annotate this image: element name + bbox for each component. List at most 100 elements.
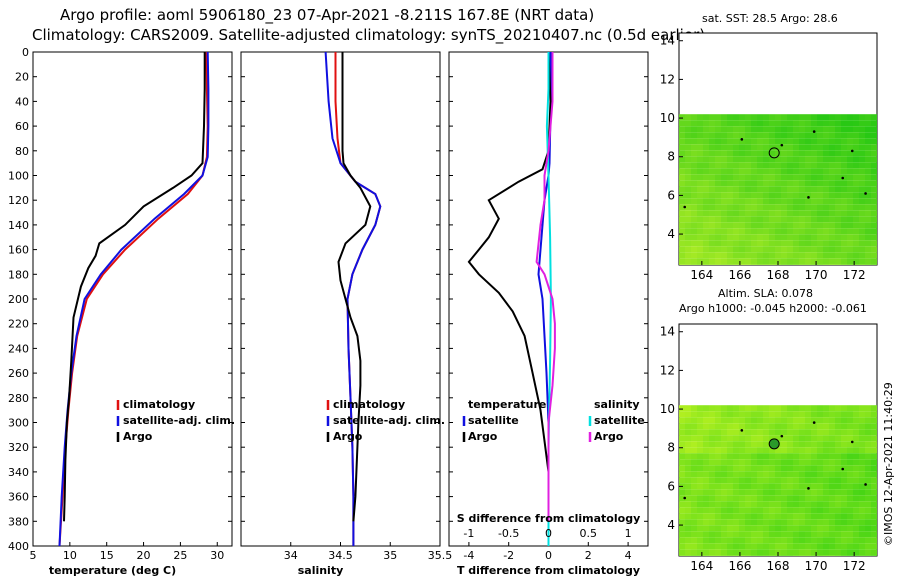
heatmap-cell	[847, 507, 853, 514]
heatmap-cell	[709, 411, 715, 418]
heatmap-cell	[745, 228, 751, 235]
heatmap-cell	[871, 198, 877, 205]
x-top-tick-label: -0.5	[498, 527, 519, 540]
heatmap-cell	[823, 204, 829, 211]
y-tick-label: 260	[8, 367, 29, 380]
heatmap-cell	[757, 186, 763, 193]
heatmap-cell	[733, 411, 739, 418]
heatmap-cell	[871, 435, 877, 442]
heatmap-cell	[727, 174, 733, 181]
map-y-tick-label: 10	[660, 111, 675, 125]
heatmap-cell	[799, 258, 805, 265]
heatmap-cell	[793, 549, 799, 556]
heatmap-cell	[793, 495, 799, 502]
heatmap-cell	[757, 453, 763, 460]
heatmap-cell	[763, 417, 769, 424]
heatmap-cell	[799, 150, 805, 157]
heatmap-cell	[823, 192, 829, 199]
heatmap-cell	[799, 198, 805, 205]
heatmap-cell	[727, 513, 733, 520]
heatmap-cell	[763, 483, 769, 490]
heatmap-cell	[775, 507, 781, 514]
heatmap-cell	[679, 507, 685, 514]
heatmap-cell	[847, 216, 853, 223]
heatmap-cell	[691, 435, 697, 442]
heatmap-cell	[763, 543, 769, 550]
heatmap-cell	[697, 417, 703, 424]
heatmap-cell	[793, 435, 799, 442]
heatmap-cell	[811, 429, 817, 436]
heatmap-cell	[775, 138, 781, 145]
heatmap-cell	[829, 501, 835, 508]
heatmap-cell	[733, 204, 739, 211]
heatmap-cell	[841, 471, 847, 478]
heatmap-cell	[775, 417, 781, 424]
heatmap-cell	[739, 531, 745, 538]
heatmap-cell	[841, 417, 847, 424]
heatmap-cell	[793, 144, 799, 151]
heatmap-cell	[703, 132, 709, 139]
island-marker	[780, 434, 784, 438]
heatmap-cell	[745, 555, 751, 556]
heatmap-cell	[841, 198, 847, 205]
heatmap-cell	[685, 495, 691, 502]
heatmap-cell	[835, 507, 841, 514]
heatmap-cell	[769, 495, 775, 502]
heatmap-cell	[757, 162, 763, 169]
heatmap-cell	[817, 150, 823, 157]
heatmap-cell	[703, 507, 709, 514]
heatmap-cell	[823, 483, 829, 490]
heatmap-cell	[859, 519, 865, 526]
heatmap-cell	[829, 471, 835, 478]
heatmap-cell	[769, 483, 775, 490]
heatmap-cell	[859, 216, 865, 223]
heatmap-cell	[709, 168, 715, 175]
x-tick-label: 35.5	[428, 549, 453, 562]
heatmap-cell	[703, 435, 709, 442]
heatmap-cell	[727, 156, 733, 163]
heatmap-cell	[685, 525, 691, 532]
heatmap-cell	[799, 417, 805, 424]
heatmap-cell	[751, 513, 757, 520]
heatmap-cell	[703, 150, 709, 157]
heatmap-cell	[691, 513, 697, 520]
heatmap-cell	[733, 192, 739, 199]
heatmap-cell	[679, 150, 685, 157]
heatmap-cell	[697, 465, 703, 472]
heatmap-cell	[727, 240, 733, 247]
heatmap-cell	[745, 192, 751, 199]
heatmap-cell	[733, 222, 739, 229]
heatmap-cell	[841, 156, 847, 163]
heatmap-cell	[865, 120, 871, 127]
heatmap-cell	[757, 519, 763, 526]
heatmap-cell	[871, 441, 877, 448]
heatmap-cell	[793, 138, 799, 145]
heatmap-cell	[805, 519, 811, 526]
heatmap-cell	[721, 525, 727, 532]
heatmap-cell	[865, 501, 871, 508]
heatmap-cell	[739, 222, 745, 229]
heatmap-cell	[835, 513, 841, 520]
heatmap-cell	[805, 435, 811, 442]
heatmap-cell	[715, 120, 721, 127]
heatmap-cell	[823, 162, 829, 169]
heatmap-cell	[859, 168, 865, 175]
heatmap-cell	[733, 465, 739, 472]
x-top-tick-label: -1	[463, 527, 474, 540]
heatmap-cell	[811, 252, 817, 259]
heatmap-cell	[727, 417, 733, 424]
heatmap-cell	[697, 531, 703, 538]
heatmap-cell	[703, 513, 709, 520]
heatmap-cell	[805, 120, 811, 127]
heatmap-cell	[703, 156, 709, 163]
heatmap-cell	[799, 555, 805, 556]
heatmap-cell	[787, 258, 793, 265]
heatmap-cell	[871, 234, 877, 241]
heatmap-cell	[715, 240, 721, 247]
heatmap-cell	[769, 258, 775, 265]
heatmap-cell	[739, 114, 745, 121]
heatmap-cell	[787, 411, 793, 418]
heatmap-cell	[727, 258, 733, 265]
heatmap-cell	[745, 477, 751, 484]
heatmap-cell	[697, 459, 703, 466]
